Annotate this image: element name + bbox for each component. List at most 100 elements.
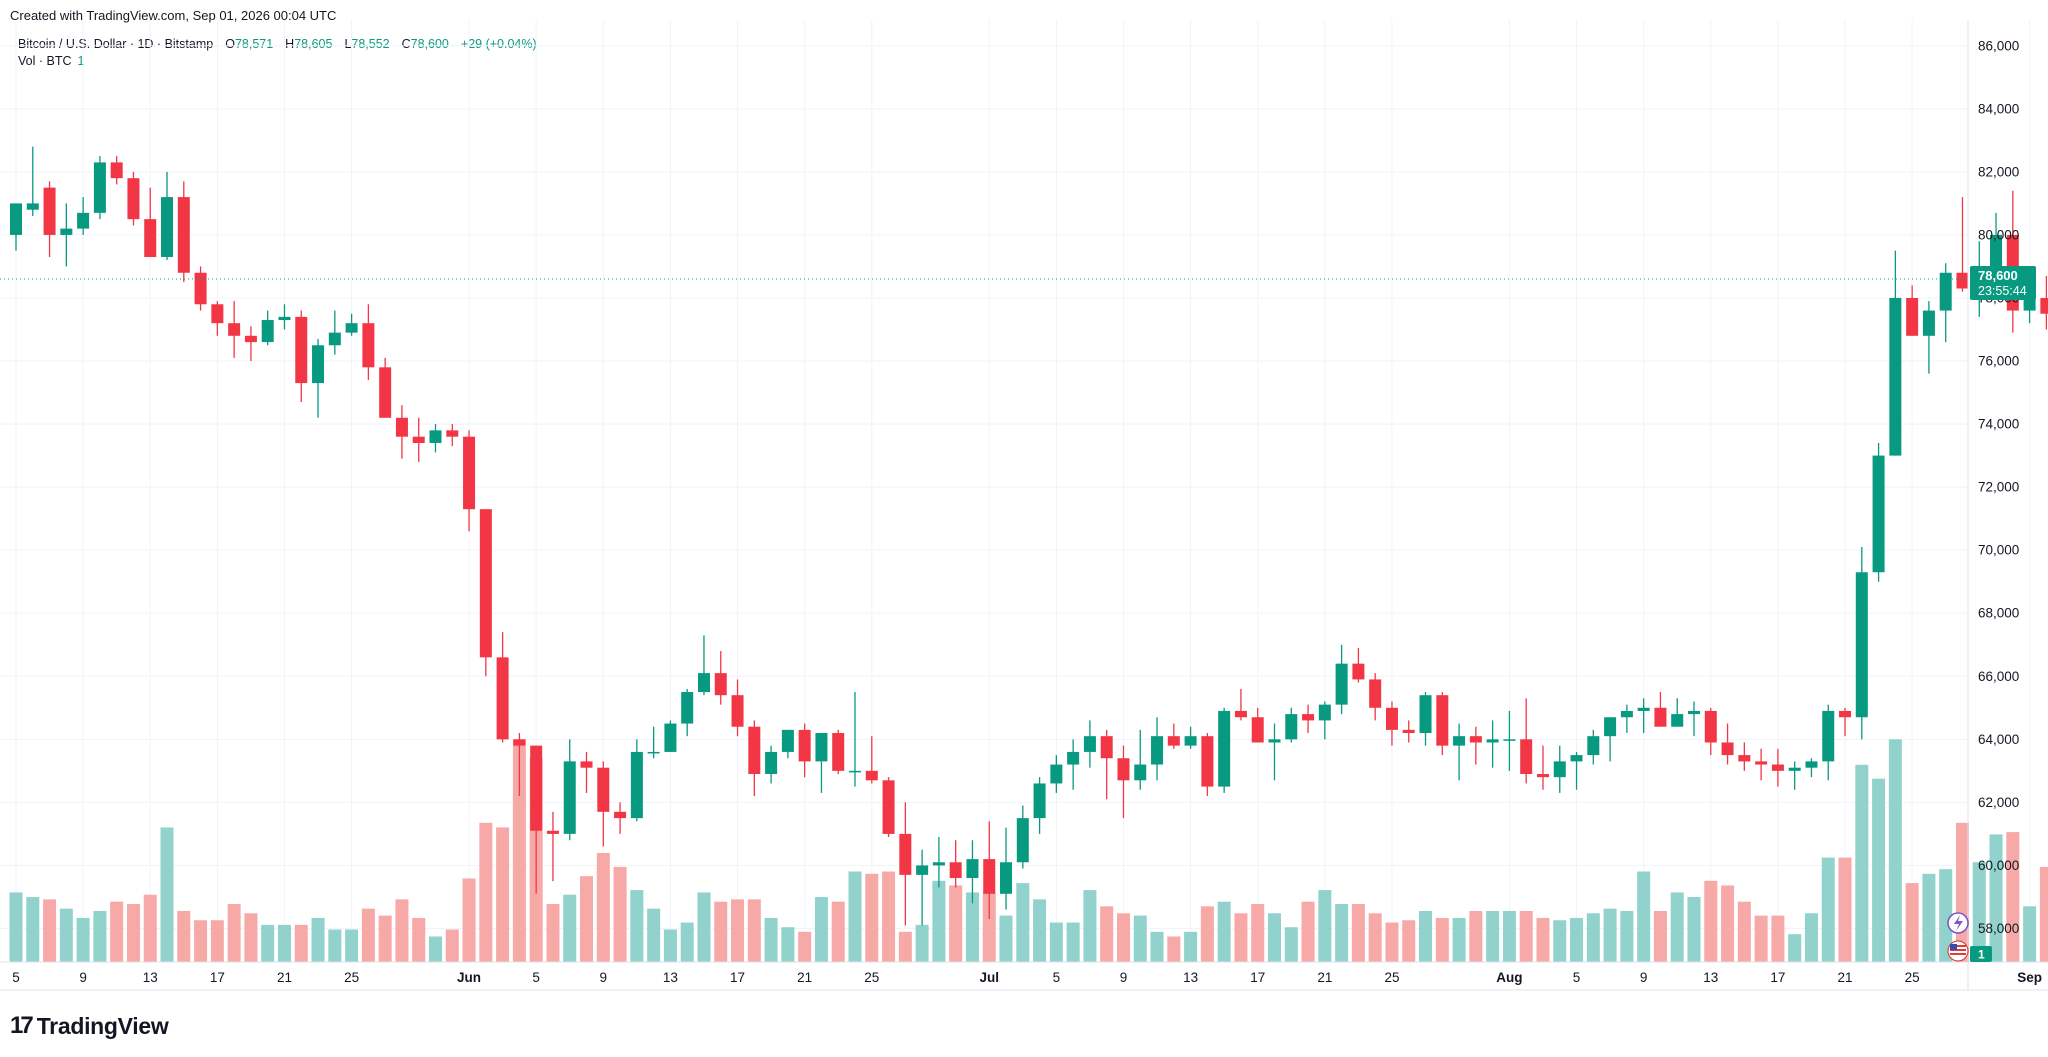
change-value: +29 (+0.04%): [460, 37, 537, 51]
volume-bar: [277, 924, 291, 962]
price-tick-label: 80,000: [1978, 227, 2019, 242]
volume-bar: [1922, 873, 1936, 962]
volume-bar: [831, 901, 845, 962]
volume-bar: [781, 927, 795, 962]
credit-text: Created with TradingView.com, Sep 01, 20…: [10, 8, 337, 23]
candle-body: [748, 726, 761, 774]
candle-body: [563, 761, 576, 834]
volume-bars: [9, 739, 2048, 962]
time-tick-label: 9: [600, 970, 608, 985]
candle-body: [1302, 714, 1315, 721]
low-key: L: [344, 37, 352, 51]
volume-bar: [1888, 739, 1902, 962]
volume-bar: [412, 917, 426, 962]
time-tick-label: 5: [532, 970, 540, 985]
volume-bar: [2039, 866, 2048, 962]
volume-bar: [1905, 883, 1919, 962]
volume-bar: [630, 890, 644, 962]
candle-body: [463, 436, 476, 510]
volume-bar: [378, 915, 392, 962]
candle-body: [244, 335, 257, 343]
candle-body: [832, 733, 845, 771]
candle-body: [1788, 767, 1801, 771]
volume-bar: [1318, 890, 1332, 962]
candle-body: [1536, 774, 1549, 778]
time-tick-label: 21: [277, 970, 292, 985]
volume-bar: [1234, 913, 1248, 962]
price-axis[interactable]: 58,000 60,000 62,000 64,000 66,000 68,000 70,0…: [1967, 20, 2019, 990]
candle-body: [1318, 704, 1331, 721]
candle-body: [379, 367, 392, 418]
candle-body: [849, 770, 861, 773]
time-tick-label: Sep: [2017, 970, 2042, 985]
volume-bar: [546, 904, 560, 962]
candle-body: [1100, 736, 1113, 759]
volume-bar: [1435, 917, 1449, 962]
symbol-label[interactable]: Bitcoin / U.S. Dollar · 1D · Bitstamp: [18, 37, 214, 51]
volume-bar: [1653, 910, 1667, 962]
us-flag-icon[interactable]: [1947, 940, 1969, 962]
volume-bar: [496, 827, 510, 962]
volume-bar: [731, 899, 745, 962]
price-tick-label: 58,000: [1978, 921, 2019, 936]
volume-bar: [982, 892, 996, 962]
time-axis[interactable]: 5 9 13 17 21 25 Jun 5 9 13 17 21 25 Jul 5 9 13 17 21 25 Aug 5…: [0, 961, 2048, 985]
flash-icon[interactable]: [1947, 912, 1969, 934]
candle-body: [1469, 736, 1482, 743]
candle-body: [916, 865, 929, 875]
high-key: H: [285, 37, 295, 51]
volume-bar: [1116, 913, 1130, 962]
high-value: 78,605: [294, 37, 333, 51]
last-price-badge: [1970, 266, 2036, 301]
volume-bar: [2023, 906, 2037, 962]
time-tick-label: 13: [1703, 970, 1718, 985]
price-tick-label: 62,000: [1978, 795, 2019, 810]
candle-body: [597, 767, 610, 812]
candle-body: [228, 323, 241, 336]
candle-body: [93, 162, 106, 213]
volume-bar: [1284, 927, 1298, 962]
candle-body: [1604, 717, 1617, 737]
price-tick-label: 60,000: [1978, 858, 2019, 873]
candle-body: [966, 859, 979, 879]
volume-bar: [1184, 931, 1198, 962]
volume-bar: [898, 931, 912, 962]
price-chart[interactable]: 58,000 60,000 62,000 64,000 66,000 68,000 70,0…: [0, 0, 2048, 1000]
volume-bar: [1033, 899, 1047, 962]
candle-body: [496, 657, 509, 740]
candle-body: [1436, 695, 1449, 746]
volume-label[interactable]: Vol · BTC: [18, 54, 72, 68]
time-tick-label: 21: [797, 970, 812, 985]
time-tick-label: 25: [1384, 970, 1399, 985]
candle-body: [1201, 736, 1214, 787]
volume-bar: [1804, 913, 1818, 962]
candle-body: [127, 178, 140, 220]
volume-bar: [361, 908, 375, 962]
volume-bar: [26, 897, 40, 962]
candle-body: [1620, 710, 1633, 718]
candle-body: [395, 417, 408, 437]
volume-bar: [1083, 890, 1097, 962]
candle-body: [1503, 739, 1516, 741]
volume-bar: [1989, 834, 2003, 962]
tradingview-logo[interactable]: 17 TradingView: [10, 1012, 169, 1040]
volume-bar: [1133, 915, 1147, 962]
price-tick-label: 82,000: [1978, 164, 2019, 179]
price-tick-label: 74,000: [1978, 417, 2019, 432]
candle-body: [1000, 862, 1013, 894]
time-tick-label: Jul: [979, 970, 999, 985]
candle-body: [1738, 755, 1751, 762]
candle-body: [865, 770, 878, 781]
volume-bar: [1704, 880, 1718, 962]
volume-bar: [932, 880, 946, 962]
volume-bar: [697, 892, 711, 962]
volume-bar: [1486, 910, 1500, 962]
tradingview-logo-icon: 17: [10, 1012, 34, 1039]
candle-body: [77, 212, 90, 229]
time-tick-label: 17: [1770, 970, 1785, 985]
time-tick-label: 5: [1053, 970, 1061, 985]
volume-bar: [747, 899, 761, 962]
volume-bar: [1855, 764, 1869, 962]
candle-body: [664, 723, 677, 752]
volume-bar: [210, 920, 224, 962]
